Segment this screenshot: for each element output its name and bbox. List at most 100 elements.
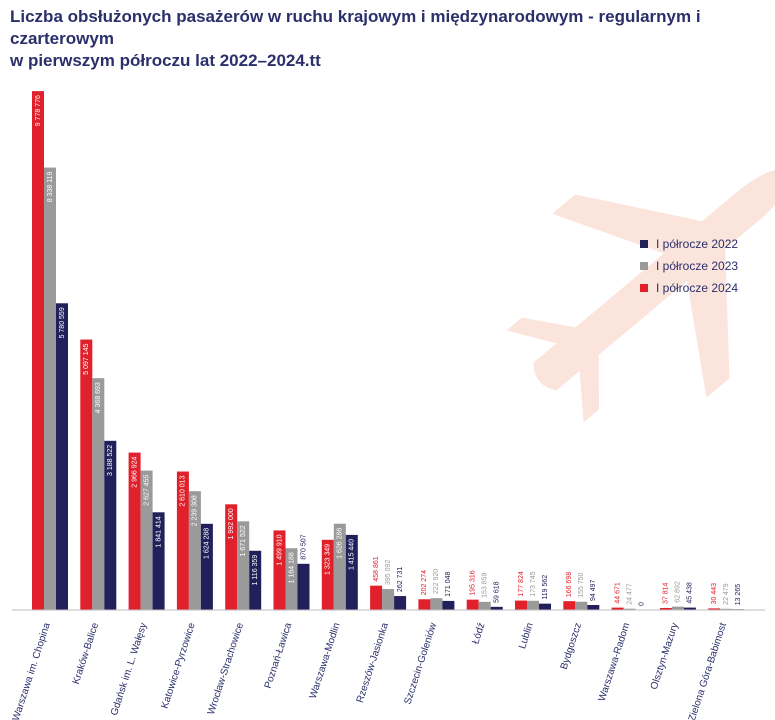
category-label-13: Olsztyn-Mazury	[649, 622, 681, 691]
bar-2022-7	[394, 596, 407, 610]
category-label-10: Lublin	[517, 622, 536, 651]
category-label-12: Warszawa-Radom	[597, 622, 633, 703]
bar-2024-11	[563, 601, 576, 610]
bar-2023-0	[44, 167, 56, 610]
bar-2022-8	[442, 600, 455, 610]
bar-2023-8	[430, 598, 443, 610]
value-label-2024-10: 177 824	[518, 571, 525, 596]
category-label-3: Katowice-Pyrzowice	[160, 621, 198, 710]
bar-2023-3	[188, 491, 201, 610]
value-label-2024-13: 37 814	[663, 582, 670, 604]
value-label-2023-3: 2 239 308	[192, 495, 199, 526]
value-label-2024-14: 30 443	[711, 583, 718, 605]
value-label-2022-7: 262 731	[397, 567, 404, 592]
legend-item-2023: I półrocze 2023	[640, 255, 738, 277]
value-label-2023-2: 2 627 455	[143, 474, 150, 505]
category-label-11: Bydgoszcz	[559, 622, 584, 671]
value-label-2023-9: 153 859	[482, 572, 489, 597]
category-label-6: Warszawa-Modlin	[308, 622, 343, 701]
bar-2024-6	[321, 539, 334, 610]
value-label-2024-11: 166 698	[566, 572, 573, 597]
airplane-shape	[506, 167, 775, 423]
value-label-2024-0: 9 778 776	[35, 95, 42, 126]
value-label-2022-11: 94 497	[590, 579, 597, 601]
value-label-2023-12: 24 477	[626, 583, 633, 605]
chart-title-line-2: w pierwszym półroczu lat 2022–2024.tt	[10, 51, 321, 70]
legend-item-2022: I półrocze 2022	[640, 233, 738, 255]
value-label-2022-1: 3 188 522	[107, 445, 114, 476]
bar-2023-7	[382, 589, 395, 610]
category-label-9: Łódź	[470, 622, 487, 646]
bar-2024-7	[370, 585, 383, 610]
value-label-2022-9: 59 618	[494, 581, 501, 603]
value-label-2022-8: 171 048	[445, 572, 452, 597]
bar-2023-13	[671, 606, 684, 610]
bar-2024-12	[611, 607, 624, 610]
category-label-2: Gdańsk im. L. Wałęsy	[109, 622, 149, 718]
value-label-2024-8: 202 274	[421, 570, 428, 595]
value-label-2022-3: 1 624 288	[204, 528, 211, 559]
bar-2022-4	[249, 550, 262, 610]
legend-swatch-2024	[640, 284, 648, 292]
value-label-2024-4: 1 992 000	[228, 508, 235, 539]
value-label-2024-6: 1 323 349	[325, 544, 332, 575]
value-label-2024-3: 2 610 013	[180, 475, 187, 506]
category-label-7: Rzeszów-Jasionka	[355, 621, 391, 704]
bar-2024-3	[176, 471, 189, 610]
category-label-0: Warszawa im. Chopina	[11, 621, 53, 720]
bar-2022-13	[683, 607, 696, 610]
legend-label-2022: I półrocze 2022	[656, 237, 739, 251]
value-label-2024-7: 458 861	[373, 556, 380, 581]
value-label-2024-1: 5 097 145	[83, 343, 90, 374]
value-label-2023-10: 173 745	[530, 571, 537, 596]
bar-2023-1	[92, 378, 105, 610]
category-label-8: Szczecin-Goleniów	[403, 621, 440, 706]
value-label-2023-13: 62 892	[675, 581, 682, 603]
value-label-2022-12: 0	[638, 602, 645, 606]
bar-2024-0	[32, 91, 44, 611]
bar-2024-2	[128, 452, 141, 610]
legend-label-2023: I półrocze 2023	[656, 259, 739, 273]
bar-2023-4	[237, 521, 250, 610]
chart-title-line-1: Liczba obsłużonych pasażerów w ruchu kra…	[10, 7, 701, 48]
bar-2023-10	[527, 600, 539, 610]
bar-2022-6	[345, 534, 358, 610]
bar-2022-3	[200, 523, 213, 610]
bar-2024-1	[80, 339, 93, 610]
value-label-2023-6: 1 626 286	[337, 528, 344, 559]
value-label-2023-11: 155 750	[578, 572, 585, 597]
value-label-2022-13: 45 438	[687, 582, 694, 604]
value-label-2023-4: 1 671 522	[240, 525, 247, 556]
value-label-2023-7: 395 092	[385, 560, 392, 585]
bar-2022-9	[490, 606, 503, 610]
bar-2023-5	[285, 548, 298, 610]
bar-2022-2	[152, 512, 165, 610]
airplane-icon	[506, 167, 775, 423]
chart-legend: I półrocze 2022 I półrocze 2023 I półroc…	[640, 233, 738, 299]
value-label-2022-5: 870 507	[300, 534, 307, 559]
bar-2024-10	[515, 600, 527, 610]
category-label-1: Kraków-Balice	[71, 621, 101, 686]
chart-title: Liczba obsłużonych pasażerów w ruchu kra…	[10, 6, 770, 72]
category-label-5: Poznań-Ławica	[263, 621, 295, 690]
bar-2024-14	[708, 608, 721, 610]
legend-item-2024: I półrocze 2024	[640, 277, 738, 299]
legend-swatch-2022	[640, 240, 648, 248]
value-label-2024-2: 2 966 924	[131, 456, 138, 487]
value-label-2023-14: 22 479	[723, 583, 730, 605]
value-label-2022-14: 13 265	[735, 584, 742, 606]
value-label-2022-2: 1 841 414	[155, 516, 162, 547]
value-label-2022-10: 119 562	[542, 575, 549, 600]
bar-2024-4	[225, 504, 238, 610]
bar-2024-9	[466, 599, 479, 610]
value-label-2022-0: 5 780 559	[59, 307, 66, 338]
bar-2022-0	[56, 303, 68, 610]
value-label-2024-9: 195 316	[470, 570, 477, 595]
bar-2022-11	[587, 604, 600, 610]
bar-2023-11	[575, 601, 588, 610]
bar-2023-12	[623, 608, 636, 610]
legend-swatch-2023	[640, 262, 648, 270]
bar-2024-13	[659, 607, 672, 610]
bar-2023-6	[333, 523, 346, 610]
value-label-2024-5: 1 499 910	[276, 534, 283, 565]
